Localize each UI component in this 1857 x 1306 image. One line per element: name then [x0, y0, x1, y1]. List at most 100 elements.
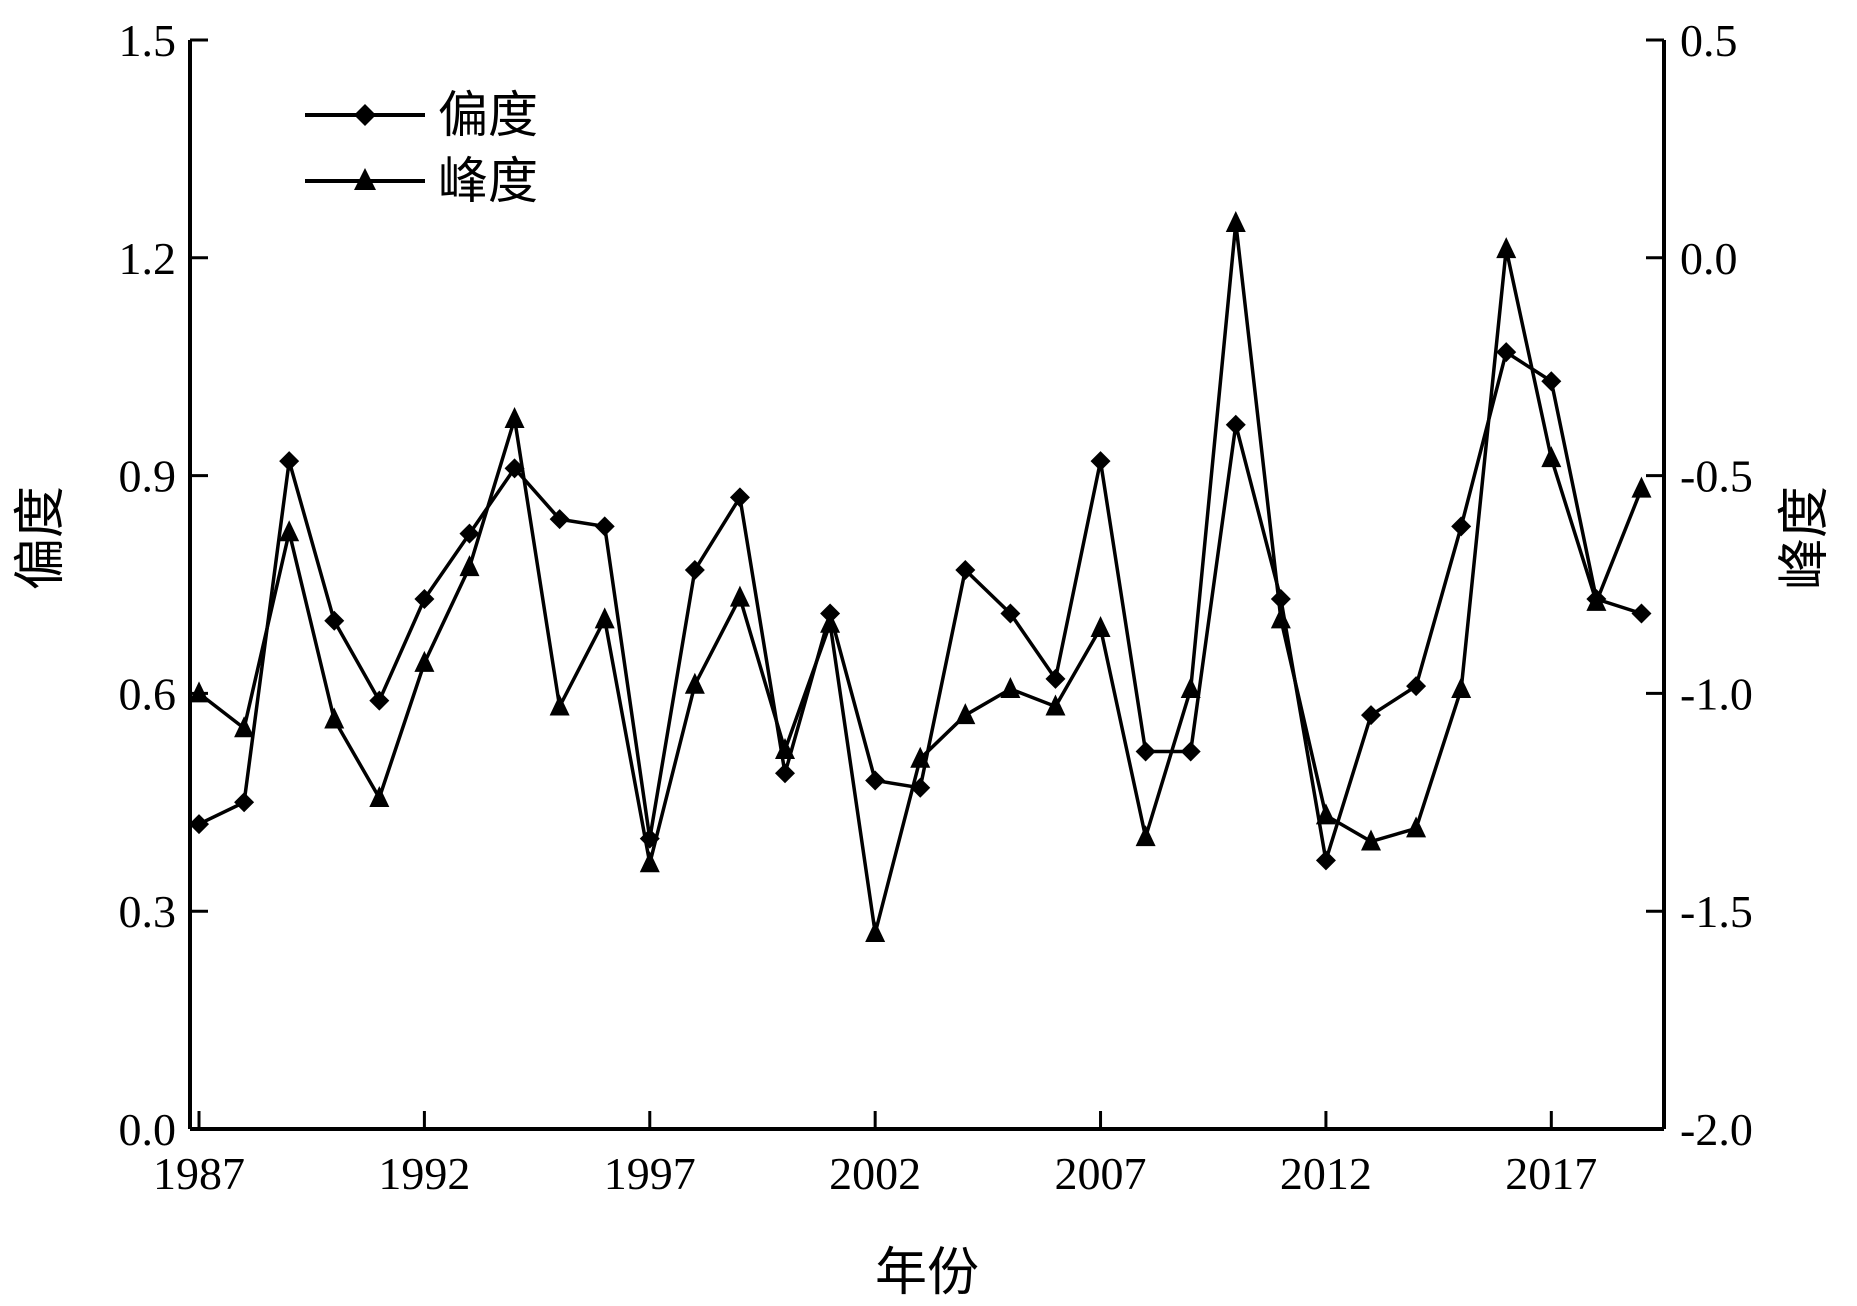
triangle-marker: [955, 703, 976, 725]
diamond-marker: [1180, 741, 1201, 762]
diamond-marker: [414, 589, 435, 610]
triangle-marker: [1225, 210, 1246, 232]
diamond-marker: [1631, 603, 1652, 624]
y-axis-left-title: 偏度: [13, 486, 70, 590]
diamond-marker: [459, 523, 480, 544]
triangle-marker: [1406, 816, 1427, 838]
triangle-marker: [910, 746, 931, 768]
triangle-marker: [549, 694, 570, 716]
triangle-marker: [729, 585, 750, 607]
triangle-marker: [324, 707, 345, 729]
diamond-marker: [594, 516, 615, 537]
triangle-marker: [1270, 607, 1291, 629]
x-tick-label: 1992: [378, 1148, 470, 1199]
x-ticks: 1987 1992 1997 2002 2007 2012 2017: [153, 1111, 1597, 1199]
series-kurtosis: [189, 210, 1652, 942]
series-skewness: [189, 342, 1652, 871]
y-left-tick-label: 0.3: [119, 886, 177, 937]
triangle-marker: [1631, 476, 1652, 498]
triangle-marker: [1541, 446, 1562, 468]
y-left-tick-label: 1.5: [119, 15, 177, 66]
triangle-marker: [1090, 616, 1111, 638]
diamond-marker: [865, 770, 886, 791]
triangle-marker: [594, 607, 615, 629]
diamond-marker: [1000, 603, 1021, 624]
triangle-marker: [1045, 694, 1066, 716]
diamond-marker: [775, 763, 796, 784]
diamond-marker: [1451, 516, 1472, 537]
diamond-marker: [1045, 668, 1066, 689]
y-left-ticks: 0.0 0.3 0.6 0.9 1.2 1.5: [119, 15, 208, 1155]
y-right-tick-label: -1.5: [1680, 886, 1753, 937]
triangle-marker: [1180, 677, 1201, 699]
triangle-marker: [189, 681, 210, 703]
y-right-ticks: -2.0 -1.5 -1.0 -0.5 0.0 0.5: [1646, 15, 1753, 1155]
legend-item-kurtosis: 峰度: [305, 153, 538, 209]
diamond-marker: [504, 458, 525, 479]
legend-label-skewness: 偏度: [438, 87, 538, 143]
y-right-tick-label: 0.0: [1680, 233, 1738, 284]
diamond-marker: [189, 814, 210, 835]
triangle-marker: [1496, 237, 1517, 259]
legend: 偏度 峰度: [305, 87, 538, 209]
diamond-marker: [549, 509, 570, 530]
triangle-marker: [1135, 825, 1156, 847]
y-right-tick-label: 0.5: [1680, 15, 1738, 66]
y-left-tick-label: 0.6: [119, 668, 177, 719]
diamond-marker: [234, 792, 255, 813]
y-left-tick-label: 1.2: [119, 233, 177, 284]
diamond-marker: [1406, 676, 1427, 697]
x-tick-label: 2007: [1055, 1148, 1147, 1199]
diamond-marker: [1496, 342, 1517, 363]
diamond-marker: [729, 487, 750, 508]
y-left-tick-label: 0.0: [119, 1104, 177, 1155]
diamond-marker: [1361, 705, 1382, 726]
diamond-marker: [955, 559, 976, 580]
y-left-tick-label: 0.9: [119, 451, 177, 502]
legend-diamond-marker: [354, 104, 376, 126]
x-tick-label: 2012: [1280, 1148, 1372, 1199]
x-axis-title: 年份: [875, 1245, 979, 1302]
diamond-marker: [369, 690, 390, 711]
triangle-marker: [1451, 677, 1472, 699]
triangle-marker: [1315, 803, 1336, 825]
triangle-marker: [1000, 677, 1021, 699]
triangle-marker: [414, 650, 435, 672]
triangle-marker: [279, 520, 300, 542]
diamond-marker: [279, 451, 300, 472]
x-tick-label: 1997: [604, 1148, 696, 1199]
triangle-marker: [504, 406, 525, 428]
diamond-marker: [1225, 414, 1246, 435]
series-line: [197, 222, 1644, 934]
y-right-tick-label: -0.5: [1680, 451, 1753, 502]
x-tick-label: 2017: [1505, 1148, 1597, 1199]
triangle-marker: [865, 920, 886, 942]
triangle-marker: [459, 555, 480, 577]
triangle-marker: [369, 785, 390, 807]
diamond-marker: [1090, 451, 1111, 472]
diamond-marker: [684, 559, 705, 580]
triangle-marker: [1361, 829, 1382, 851]
series-group: [189, 210, 1652, 942]
diamond-marker: [1315, 850, 1336, 871]
y-axis-right-title: 峰度: [1777, 486, 1834, 590]
diamond-marker: [1135, 741, 1156, 762]
y-right-tick-label: -2.0: [1680, 1104, 1753, 1155]
legend-triangle-marker: [354, 168, 376, 190]
triangle-marker: [639, 851, 660, 873]
y-right-tick-label: -1.0: [1680, 668, 1753, 719]
diamond-marker: [324, 610, 345, 631]
x-tick-label: 1987: [153, 1148, 245, 1199]
diamond-marker: [1270, 589, 1291, 610]
triangle-marker: [1586, 589, 1607, 611]
diamond-marker: [1541, 371, 1562, 392]
triangle-marker: [820, 611, 841, 633]
triangle-marker: [234, 716, 255, 738]
axes: [188, 40, 1666, 1131]
triangle-marker: [684, 672, 705, 694]
legend-label-kurtosis: 峰度: [438, 153, 538, 209]
legend-item-skewness: 偏度: [305, 87, 538, 143]
triangle-marker: [775, 738, 796, 760]
x-tick-label: 2002: [829, 1148, 921, 1199]
